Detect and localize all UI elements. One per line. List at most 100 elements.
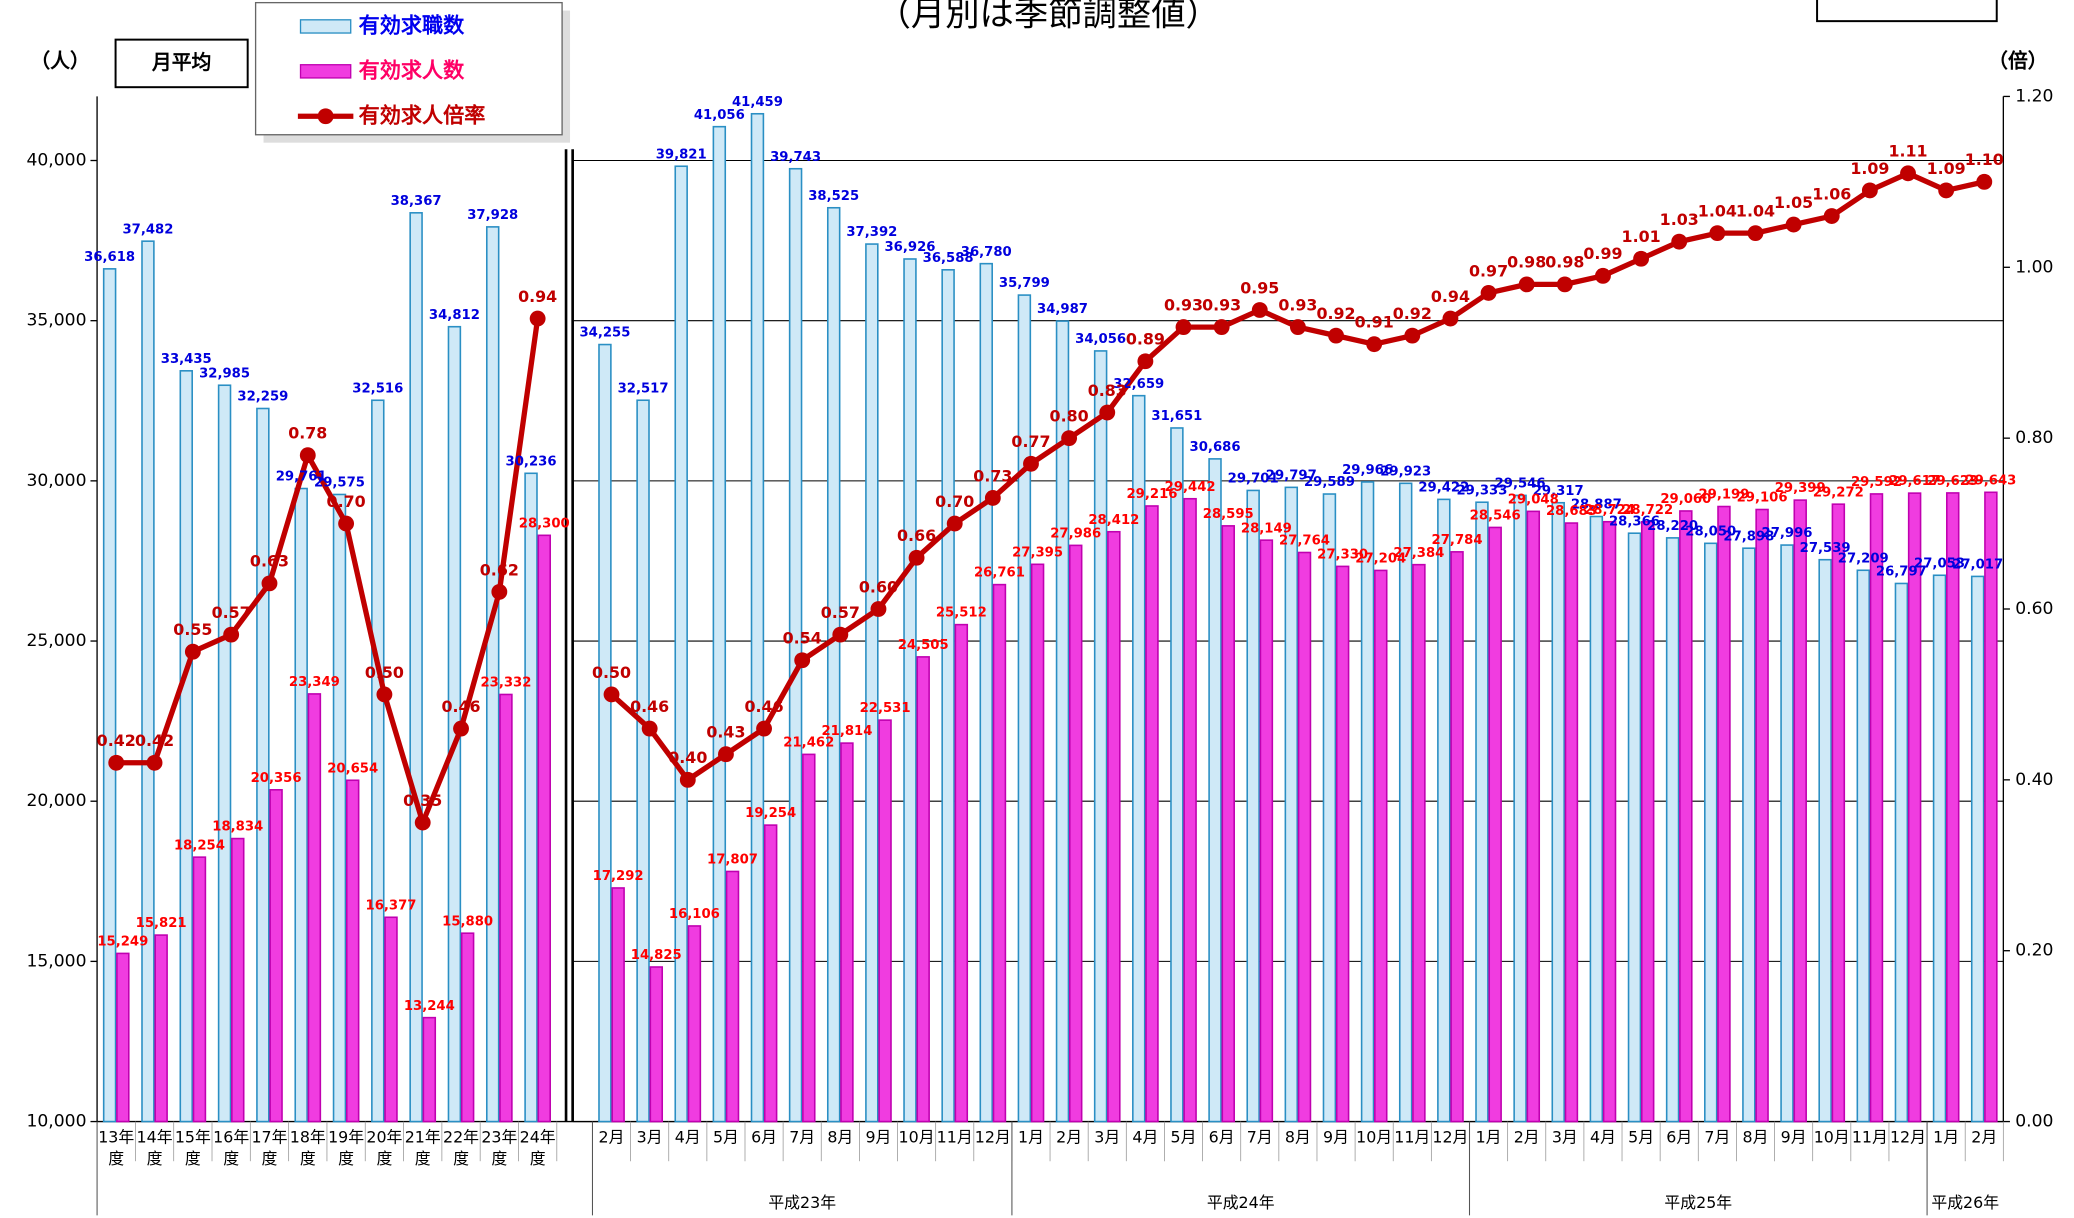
bar [1894, 582, 1909, 1123]
data-label: 38,367 [391, 194, 442, 209]
legend-swatch [299, 64, 352, 79]
bar [1335, 565, 1350, 1123]
data-label: 0.93 [1278, 295, 1317, 314]
y2-tick-label: 0.40 [2015, 770, 2053, 790]
marker [184, 643, 201, 660]
data-label: 35,799 [999, 276, 1050, 291]
x-tick-label-box: 7月 [1704, 1128, 1730, 1146]
bar [802, 753, 816, 1123]
data-label: 29,546 [1495, 477, 1546, 492]
line [116, 318, 541, 831]
y-axis-unit: （人） [30, 50, 89, 73]
data-label: 17,292 [593, 869, 644, 884]
bar [217, 384, 232, 1123]
data-label: 33,435 [161, 352, 212, 367]
bar [1068, 544, 1083, 1123]
bar [1170, 427, 1184, 1123]
data-label: 29,643 [1965, 473, 2016, 488]
x-tick-label: 8月 [1284, 1128, 1311, 1147]
data-label: 1.04 [1698, 201, 1737, 220]
x-tick-label-box: 3月 [1094, 1128, 1121, 1147]
bar [192, 856, 207, 1123]
group-label: 平成25年 [1664, 1193, 1732, 1212]
data-label: 0.54 [783, 629, 822, 648]
x-tick-label: 6月 [1666, 1128, 1693, 1147]
marker [718, 746, 734, 763]
bar [674, 165, 688, 1123]
data-label: 1.10 [1965, 150, 2004, 169]
x-tick-label-box: 6月 [1666, 1128, 1693, 1147]
x-tick-label-box: 4月 [1132, 1128, 1158, 1146]
data-label: 0.92 [1393, 304, 1432, 323]
data-label: 0.46 [745, 697, 784, 716]
marker [223, 626, 240, 643]
x-tick-label-box: 4月 [1590, 1128, 1616, 1146]
data-label: 27,204 [1355, 552, 1406, 567]
marker [1785, 216, 1802, 233]
bar [826, 206, 841, 1123]
data-label: 0.46 [441, 697, 480, 716]
data-label: 29,923 [1380, 464, 1431, 479]
marker [832, 626, 849, 643]
x-tick-label-box: 12月 [975, 1128, 1011, 1146]
x-tick-label-box: 5月 [713, 1128, 739, 1146]
marker [491, 583, 508, 600]
data-label: 0.35 [403, 791, 442, 810]
marker [1137, 353, 1154, 370]
data-label: 17,807 [707, 853, 758, 868]
bar [409, 212, 423, 1123]
marker [756, 720, 772, 737]
data-label: 29,617 [1889, 474, 1940, 489]
data-label: 28,149 [1241, 521, 1292, 536]
data-label: 0.98 [1545, 253, 1584, 272]
bar [1055, 320, 1070, 1123]
x-tick-label: 12月 [1889, 1128, 1926, 1147]
x-tick-label: 19年度 [328, 1128, 365, 1168]
group-label: 平成23年 [768, 1193, 836, 1212]
data-label: 27,053 [1914, 556, 1965, 571]
x-tick-label: 5月 [1628, 1128, 1655, 1147]
bar [1437, 498, 1451, 1123]
bar [1869, 493, 1884, 1123]
data-label: 32,259 [237, 390, 288, 405]
data-label: 0.93 [1164, 295, 1203, 314]
marker [338, 515, 355, 532]
x-tick-label-box: 10月 [899, 1128, 935, 1146]
legend-label: 有効求人倍率 [359, 102, 486, 127]
x-tick-label-box: 6月 [1208, 1128, 1235, 1147]
marker [1289, 319, 1306, 336]
x-tick-label-box: 8月 [827, 1128, 854, 1147]
x-tick-label: 13年度 [98, 1128, 135, 1168]
y2-tick-label: 0.60 [2015, 599, 2053, 619]
legend-swatch [317, 108, 334, 125]
bar [1717, 505, 1731, 1123]
x-tick-label: 10月 [1813, 1128, 1850, 1147]
data-label: 26,797 [1876, 565, 1927, 580]
data-label: 28,722 [1622, 503, 1673, 518]
x-tick-label: 6月 [1208, 1128, 1235, 1147]
data-label: 0.43 [706, 723, 745, 742]
x-tick-label-box: 11月 [1852, 1128, 1888, 1146]
bar [1818, 558, 1832, 1123]
marker [1861, 182, 1878, 199]
x-tick-label: 3月 [1094, 1128, 1121, 1147]
data-label: 25,512 [936, 606, 987, 621]
data-label: 28,546 [1470, 509, 1521, 524]
x-tick-label: 8月 [827, 1128, 854, 1147]
data-label: 21,462 [783, 735, 834, 750]
bar [1221, 525, 1235, 1123]
data-label: 0.66 [897, 526, 936, 545]
data-label: 36,618 [84, 250, 135, 265]
bar [294, 487, 308, 1123]
x-tick-label-box: 8月 [1742, 1128, 1768, 1146]
x-tick-label-box: 20年度 [366, 1128, 402, 1168]
marker [1213, 319, 1230, 336]
bar [1640, 521, 1655, 1123]
data-label: 29,761 [276, 470, 327, 485]
data-label: 0.95 [1240, 278, 1279, 297]
data-label: 28,412 [1088, 513, 1139, 528]
x-tick-label-box: 22年度 [443, 1128, 479, 1168]
x-tick-label-box: 5月 [1171, 1128, 1197, 1146]
x-tick-label-box: 13年度 [98, 1128, 135, 1168]
marker [1709, 225, 1726, 242]
